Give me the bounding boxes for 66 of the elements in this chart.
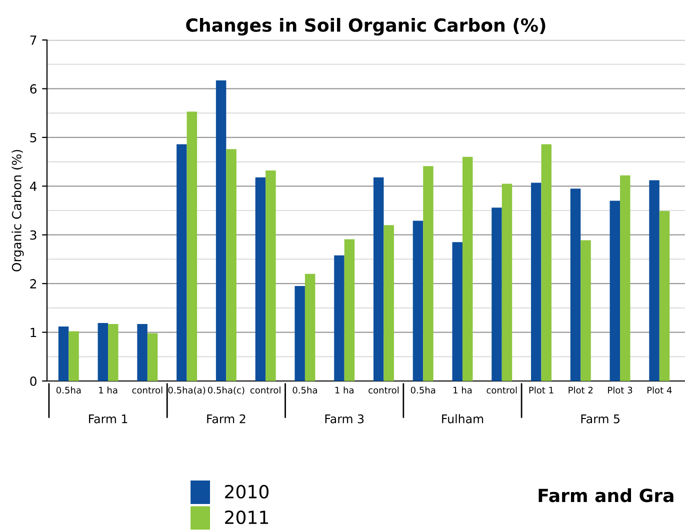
y-tick-label: 3 [30,230,36,240]
bar [108,324,118,381]
bar [541,144,552,381]
x-tick-label: control [368,386,399,394]
chart-title: Changes in Soil Organic Carbon (%) [186,18,546,36]
x-tick-label: control [132,386,162,394]
x-tick-label: Plot 1 [529,386,554,394]
legend-label: 2011 [225,510,268,524]
bar [255,177,266,381]
x-tick-label: 1 ha [99,386,118,394]
bar [186,112,198,381]
bar [373,177,384,381]
bar [68,331,79,381]
x-tick-label: 0.5ha [410,386,436,394]
x-tick-label: 1 ha [335,386,354,394]
bar [570,188,581,381]
text: Farm 3 [325,414,364,424]
bar [412,220,424,381]
x-tick-label: Plot 2 [568,386,593,394]
x-tick-label: control [250,386,280,394]
bar [531,182,542,381]
bar [659,210,670,381]
x-tick-label: control [486,386,517,394]
y-tick-label: 4 [30,182,37,191]
y-tick-label: 5 [30,133,36,142]
bar [384,225,394,381]
bar [147,333,158,381]
y-tick-label: 0 [30,376,36,386]
x-tick-label: 0.5ha(c) [208,386,244,395]
bar [492,208,502,381]
bar [137,324,148,381]
bar [176,144,187,381]
text: Farm and Gra [538,488,674,502]
legend-label: 2010 [225,484,268,498]
bar [294,286,305,381]
y-tick-label: 1 [30,328,36,338]
bar [98,323,108,381]
text: Farm 1 [89,414,128,424]
y-axis-title: Organic Carbon (%) [12,150,24,272]
bar [580,240,591,381]
text: Fulham [442,414,484,424]
x-tick-label: Plot 4 [647,386,672,394]
bar [334,255,344,381]
text: Farm 2 [207,414,246,424]
text: Farm 5 [581,414,620,424]
bar [344,239,355,381]
bar [423,166,434,381]
bar [266,170,276,381]
y-tick-label: 6 [30,84,36,94]
bar [502,184,512,381]
bar [216,80,226,381]
y-tick-label: 2 [30,279,36,288]
bar [58,326,69,381]
bar [226,149,236,381]
x-tick-label: 1 ha [454,386,472,394]
bar [452,242,462,381]
bar [620,175,630,381]
bar [462,156,473,381]
x-tick-label: 0.5ha [292,386,317,394]
x-tick-label: 0.5ha [56,386,81,394]
bar [304,274,316,381]
bar [610,200,620,381]
x-tick-label: Plot 3 [608,386,632,394]
y-tick-label: 7 [30,36,36,45]
x-tick-label: 0.5ha(a) [168,386,206,395]
bar [649,180,660,381]
